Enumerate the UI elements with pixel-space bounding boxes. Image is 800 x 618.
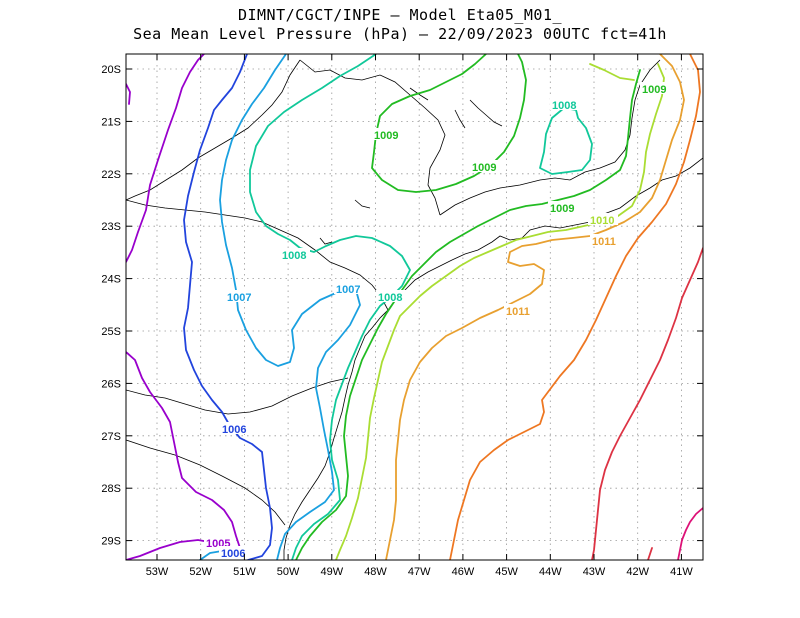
label-1009-west: 1009 xyxy=(374,130,398,142)
isobar-1013 xyxy=(591,247,703,560)
lat-label-23S: 23S xyxy=(101,221,121,233)
isobar-1009-north xyxy=(371,54,527,193)
isobar-1014 xyxy=(677,507,703,560)
label-1008-west: 1008 xyxy=(282,250,306,262)
map-title-line2: Sea Mean Level Pressure (hPa) – 22/09/20… xyxy=(133,25,667,43)
contour-labels: 1005 1006 1006 1007 1007 1008 1008 1008 … xyxy=(204,82,670,560)
label-1011-south: 1011 xyxy=(506,306,530,318)
isobar-1005-bottom xyxy=(126,539,216,560)
lat-label-25S: 25S xyxy=(101,326,121,338)
label-1009-center: 1009 xyxy=(472,162,496,174)
lat-label-27S: 27S xyxy=(101,431,121,443)
label-1008-north: 1008 xyxy=(552,100,576,112)
label-1011-east: 1011 xyxy=(592,236,616,248)
latitude-axis: 20S 21S 22S 23S 24S 25S 26S 27S 28S 29S xyxy=(101,64,703,548)
longitude-axis: 53W 52W 51W 50W 49W 48W 47W 46W 45W 44W 43W 42W 41W xyxy=(146,54,693,578)
label-1006-bottom: 1006 xyxy=(221,548,245,560)
lon-label-53W: 53W xyxy=(146,566,169,578)
lon-label-44W: 44W xyxy=(539,566,562,578)
plot-frame xyxy=(125,53,704,561)
lon-label-41W: 41W xyxy=(670,566,693,578)
lon-label-43W: 43W xyxy=(583,566,606,578)
isobar-1012 xyxy=(449,54,701,560)
isobar-1010-top xyxy=(589,63,635,81)
lat-label-26S: 26S xyxy=(101,378,121,390)
lon-label-48W: 48W xyxy=(364,566,387,578)
lat-label-22S: 22S xyxy=(101,169,121,181)
lat-label-20S: 20S xyxy=(101,64,121,76)
isobar-1008-inner xyxy=(539,107,593,175)
label-1008-coast: 1008 xyxy=(378,292,402,304)
lon-label-52W: 52W xyxy=(189,566,212,578)
lon-label-42W: 42W xyxy=(626,566,649,578)
lat-label-28S: 28S xyxy=(101,483,121,495)
isobar-1009-coast xyxy=(295,69,641,560)
isobar-1005-west xyxy=(126,54,205,263)
isobar-1010 xyxy=(335,63,665,560)
lon-label-51W: 51W xyxy=(233,566,256,578)
isobar-1005-southwest xyxy=(126,351,241,549)
lon-label-49W: 49W xyxy=(320,566,343,578)
map-title-line1: DIMNT/CGCT/INPE – Model Eta05_M01_ xyxy=(237,6,563,24)
label-1007-west: 1007 xyxy=(227,292,251,304)
lat-label-21S: 21S xyxy=(101,116,121,128)
graticule xyxy=(126,54,703,560)
lat-label-24S: 24S xyxy=(101,274,121,286)
label-1007-east: 1007 xyxy=(336,284,360,296)
lon-label-50W: 50W xyxy=(277,566,300,578)
coastline-and-borders xyxy=(126,59,703,560)
isobar-1006 xyxy=(183,54,273,560)
isobar-1007 xyxy=(219,54,361,560)
lon-label-46W: 46W xyxy=(452,566,475,578)
label-1009-northeast: 1009 xyxy=(642,84,666,96)
isobar-1011 xyxy=(385,54,685,560)
lon-label-47W: 47W xyxy=(408,566,431,578)
label-1010: 1010 xyxy=(590,215,614,227)
isobar-1008 xyxy=(249,54,411,560)
isobar-1013-corner xyxy=(647,547,653,560)
lon-label-45W: 45W xyxy=(495,566,518,578)
lat-label-29S: 29S xyxy=(101,536,121,548)
isobar-1005-edge xyxy=(126,83,131,105)
label-1009-coast: 1009 xyxy=(550,203,574,215)
label-1006: 1006 xyxy=(222,424,246,436)
